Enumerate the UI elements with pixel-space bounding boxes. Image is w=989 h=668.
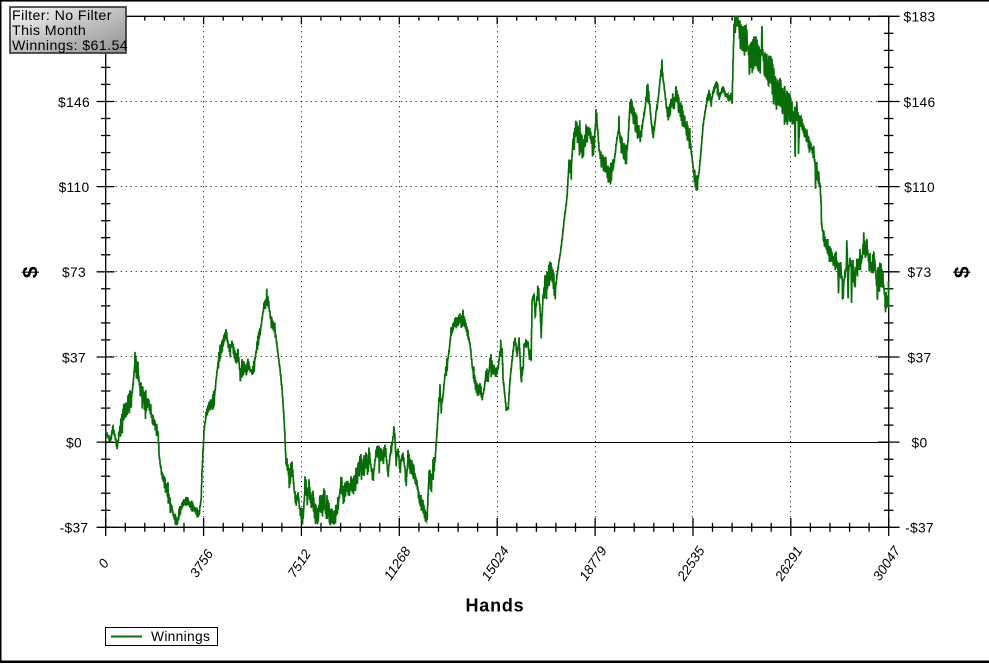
svg-text:Winnings: $61.54: Winnings: $61.54 bbox=[12, 38, 128, 54]
svg-text:$146: $146 bbox=[58, 95, 90, 110]
svg-text:Hands: Hands bbox=[465, 596, 524, 616]
svg-text:$0: $0 bbox=[66, 435, 82, 450]
svg-text:$183: $183 bbox=[904, 10, 936, 25]
svg-text:$146: $146 bbox=[904, 95, 936, 110]
svg-text:$73: $73 bbox=[908, 265, 932, 280]
svg-text:$37: $37 bbox=[62, 350, 86, 365]
svg-text:$: $ bbox=[951, 266, 974, 278]
svg-text:-$37: -$37 bbox=[60, 521, 89, 536]
svg-text:$0: $0 bbox=[912, 435, 928, 450]
svg-text:$73: $73 bbox=[62, 265, 86, 280]
svg-text:-$37: -$37 bbox=[905, 521, 934, 536]
svg-text:$110: $110 bbox=[59, 180, 90, 195]
svg-text:Filter: No Filter: Filter: No Filter bbox=[12, 8, 112, 24]
svg-text:$37: $37 bbox=[908, 350, 932, 365]
svg-text:This Month: This Month bbox=[12, 23, 86, 39]
svg-text:$110: $110 bbox=[904, 180, 935, 195]
svg-text:$: $ bbox=[20, 266, 43, 278]
svg-text:Winnings: Winnings bbox=[151, 629, 210, 644]
